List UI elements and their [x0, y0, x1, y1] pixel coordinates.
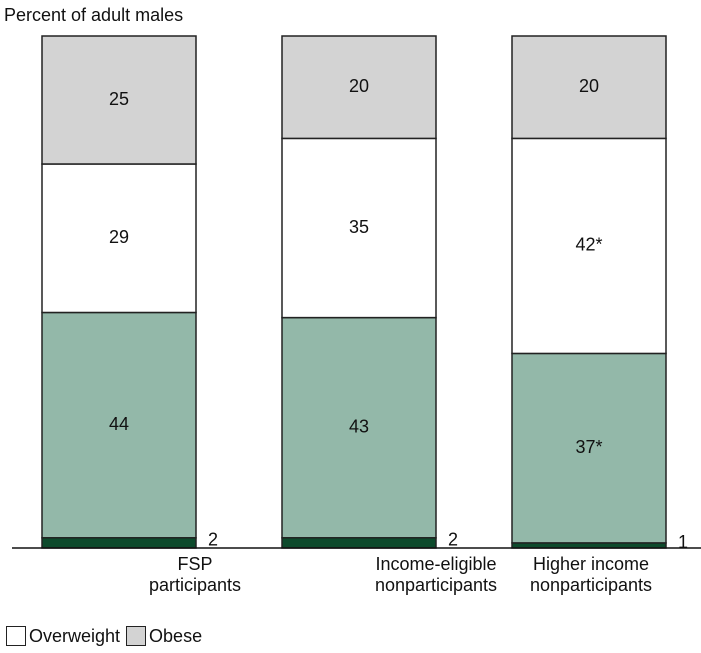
category-label-higher-income: Higher income nonparticipants: [481, 554, 701, 596]
data-label-higher-income-nonparticipants-s2: 42*: [575, 235, 602, 255]
data-label-fsp-participants-s2: 29: [109, 227, 129, 247]
bar-segment-income-eligible-nonparticipants-s3: [281, 35, 437, 140]
bar-segment-fsp-participants-s2: [41, 163, 197, 314]
bar-segment-income-eligible-nonparticipants-s1: [281, 316, 437, 539]
bar-segment-higher-income-nonparticipants-s2: [511, 137, 667, 355]
legend-item-overweight: Overweight: [6, 626, 120, 647]
bar-segment-higher-income-nonparticipants-s1: [511, 352, 667, 544]
category-label-line: participants: [148, 575, 242, 595]
y-axis-label: Percent of adult males: [4, 5, 184, 25]
stacked-bar-chart: 2 44 29 25 2 43 35 20 1 37* 42* 20: [12, 35, 701, 552]
legend-label-overweight: Overweight: [29, 625, 121, 646]
legend-item-obese: Obese: [126, 626, 202, 647]
category-label-line: nonparticipants: [374, 575, 498, 595]
legend-label-obese: Obese: [149, 625, 203, 646]
category-label-fsp-participants: FSP participants: [85, 554, 305, 596]
category-label-line: FSP: [177, 554, 213, 574]
legend-swatch-obese: [126, 626, 147, 646]
data-label-income-eligible-nonparticipants-s3: 20: [349, 76, 369, 96]
data-label-fsp-participants-s1: 44: [109, 414, 129, 434]
data-label-higher-income-nonparticipants-s0: 1: [678, 532, 688, 552]
bar-segment-higher-income-nonparticipants-s0: [511, 542, 667, 549]
data-label-fsp-participants-s0: 2: [208, 530, 218, 550]
legend-swatch-overweight: [6, 626, 26, 646]
bar-segment-fsp-participants-s3: [41, 35, 197, 165]
category-label-line: Higher income: [532, 554, 650, 574]
bar-segment-higher-income-nonparticipants-s3: [511, 35, 667, 140]
bar-segment-fsp-participants-s1: [41, 311, 197, 539]
category-label-line: nonparticipants: [529, 575, 653, 595]
data-label-income-eligible-nonparticipants-s0: 2: [448, 530, 458, 550]
bar-segment-income-eligible-nonparticipants-s0: [281, 537, 437, 549]
legend: Overweight Obese: [6, 624, 208, 648]
data-label-higher-income-nonparticipants-s1: 37*: [575, 437, 602, 457]
data-label-income-eligible-nonparticipants-s1: 43: [349, 416, 369, 436]
category-label-line: Income-eligible: [375, 554, 497, 574]
bar-segment-fsp-participants-s0: [41, 537, 197, 549]
category-label-income-eligible: Income-eligible nonparticipants: [326, 554, 546, 596]
data-label-income-eligible-nonparticipants-s2: 35: [349, 217, 369, 237]
data-label-fsp-participants-s3: 25: [109, 89, 129, 109]
data-label-higher-income-nonparticipants-s3: 20: [579, 76, 599, 96]
